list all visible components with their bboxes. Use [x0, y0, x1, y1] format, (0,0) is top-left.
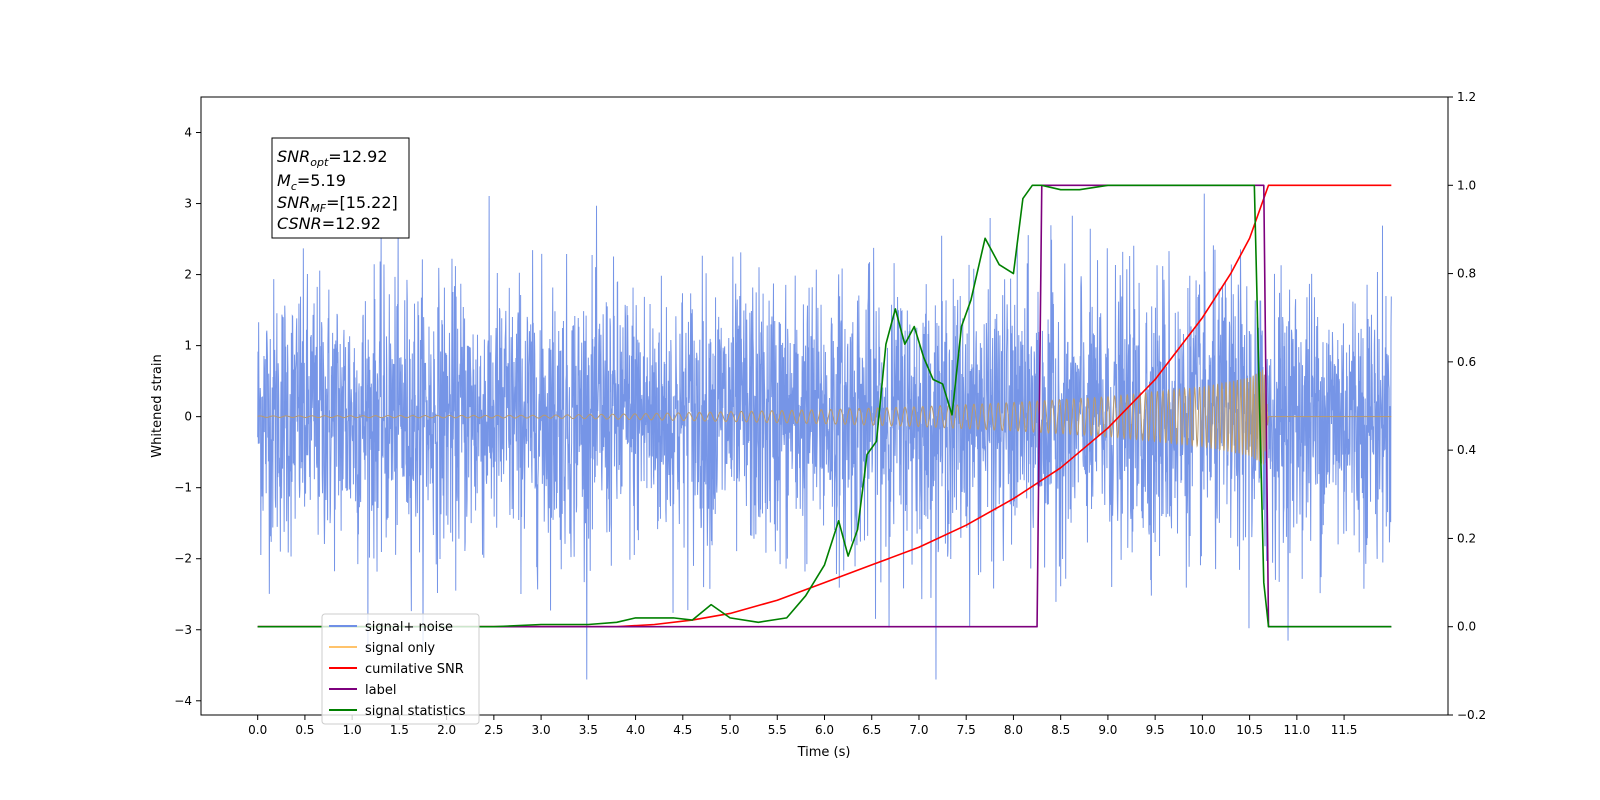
x-tick-label: 6.0 — [815, 723, 834, 737]
y2-tick-label: 1.0 — [1457, 178, 1476, 192]
annotation-csnr: CSNR=12.92 — [277, 214, 381, 233]
x-tick-label: 7.5 — [957, 723, 976, 737]
legend-label-label: label — [365, 683, 396, 698]
plot-area — [257, 184, 1392, 680]
y-tick-label: −3 — [174, 623, 192, 637]
x-tick-label: 2.0 — [437, 723, 456, 737]
x-tick-label: 10.0 — [1189, 723, 1216, 737]
x-tick-label: 0.5 — [295, 723, 314, 737]
legend-label-cumulative-snr: cumilative SNR — [365, 662, 464, 677]
x-tick-label: 4.5 — [673, 723, 692, 737]
legend: signal+ noise signal only cumilative SNR… — [321, 613, 480, 725]
y2-tick-label: 0.6 — [1457, 355, 1476, 369]
legend-label-signal-only: signal only — [365, 641, 435, 656]
annotation-frame — [271, 137, 410, 239]
y-axis-label: Whitened strain — [150, 354, 165, 457]
cumulative-snr-line — [257, 184, 1392, 628]
annotation-snr-opt: SNRopt=12.92 — [277, 147, 388, 169]
legend-label-signal-statistics: signal statistics — [365, 704, 466, 719]
x-tick-label: 8.0 — [1004, 723, 1023, 737]
annotation-chirp-mass: Mc=5.19 — [277, 171, 346, 193]
y-tick-label: 0 — [184, 410, 192, 424]
y-tick-label: 2 — [184, 268, 192, 282]
y2-tick-label: 0.4 — [1457, 443, 1476, 457]
y2-axis-ticks: 1.2 1.0 0.8 0.6 0.4 0.2 0.0 −0.2 — [1448, 90, 1486, 722]
signal-only-series — [257, 369, 1392, 465]
x-tick-label: 1.5 — [390, 723, 409, 737]
x-axis-label: Time (s) — [797, 745, 851, 760]
y-tick-label: 3 — [184, 197, 192, 211]
signal-statistics-line — [257, 184, 1392, 628]
x-tick-label: 9.0 — [1098, 723, 1117, 737]
x-tick-label: 4.0 — [626, 723, 645, 737]
right-axis-series — [257, 184, 1392, 628]
x-tick-label: 1.0 — [343, 723, 362, 737]
y-tick-label: 4 — [184, 126, 192, 140]
y2-tick-label: 1.2 — [1457, 90, 1476, 104]
x-tick-label: 9.5 — [1146, 723, 1165, 737]
legend-frame — [321, 613, 480, 725]
x-tick-label: 11.5 — [1331, 723, 1358, 737]
y2-tick-label: −0.2 — [1457, 708, 1486, 722]
x-tick-label: 7.0 — [909, 723, 928, 737]
y-tick-label: −4 — [174, 694, 192, 708]
x-tick-label: 3.0 — [532, 723, 551, 737]
x-tick-label: 10.5 — [1236, 723, 1263, 737]
y-tick-label: −1 — [174, 481, 192, 495]
x-tick-label: 0.0 — [248, 723, 267, 737]
y-axis-ticks: 4 3 2 1 0 −1 −2 −3 −4 — [174, 126, 201, 708]
x-tick-label: 5.5 — [768, 723, 787, 737]
annotation-box: SNRopt=12.92 Mc=5.19 SNRMF=[15.22] CSNR=… — [271, 137, 410, 239]
x-tick-label: 8.5 — [1051, 723, 1070, 737]
y2-tick-label: 0.8 — [1457, 267, 1476, 281]
x-tick-label: 11.0 — [1283, 723, 1310, 737]
signal-only-line — [257, 369, 1392, 465]
y-tick-label: 1 — [184, 339, 192, 353]
x-axis-ticks: 0.0 0.5 1.0 1.5 2.0 2.5 3.0 3.5 4.0 4.5 5.0 5.5 6.0 6… — [248, 715, 1357, 737]
y2-tick-label: 0.2 — [1457, 531, 1476, 545]
signal-noise-series — [257, 193, 1392, 680]
legend-label-signal-noise: signal+ noise — [365, 620, 453, 635]
x-tick-label: 6.5 — [862, 723, 881, 737]
y-tick-label: −2 — [174, 552, 192, 566]
annotation-snr-mf: SNRMF=[15.22] — [277, 193, 398, 215]
x-tick-label: 3.5 — [579, 723, 598, 737]
x-tick-label: 2.5 — [484, 723, 503, 737]
signal-noise-line — [257, 193, 1392, 680]
x-tick-label: 5.0 — [720, 723, 739, 737]
y2-tick-label: 0.0 — [1457, 620, 1476, 634]
